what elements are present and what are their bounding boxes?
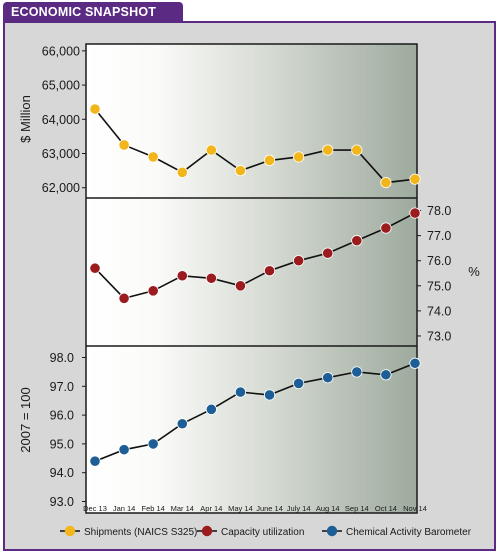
y-tick-label: 77.0 [427,229,451,243]
data-point [89,103,101,115]
data-point [176,166,188,178]
y-tick-label: 76.0 [427,254,451,268]
data-point [176,418,188,430]
data-point [322,247,334,259]
y-axis-label: 2007 = 100 [18,387,33,452]
x-tick-label: Sep 14 [345,504,369,513]
data-point [205,403,217,415]
data-point [351,235,363,247]
data-point [147,285,159,297]
data-point [89,455,101,467]
x-tick-label: Nov 14 [403,504,427,513]
x-tick-label: Oct 14 [375,504,397,513]
x-tick-label: Jan 14 [113,504,136,513]
data-point [263,389,276,401]
data-point [118,292,130,304]
data-point [234,386,247,398]
data-point [380,222,392,234]
y-tick-label: 62,000 [42,181,80,195]
data-point [409,357,421,369]
y-tick-label: 98.0 [50,351,74,365]
data-point [409,173,421,185]
data-point [351,366,363,378]
data-point [380,177,392,189]
x-tick-label: Apr 14 [200,504,222,513]
plot-area [85,43,418,514]
legend-label: Chemical Activity Barometer [346,527,472,538]
data-point [293,377,305,390]
data-point [205,144,217,156]
y-axis-label: $ Million [18,95,33,143]
y-tick-label: 93.0 [50,495,74,509]
legend-label: Capacity utilization [221,527,304,538]
x-tick-label: June 14 [256,504,283,513]
data-point [205,272,217,284]
figure-title: ECONOMIC SNAPSHOT [3,2,183,22]
y-axis-label: % [468,264,480,279]
x-tick-label: Aug 14 [316,504,340,513]
data-point [322,372,334,384]
x-tick-label: Feb 14 [142,504,165,513]
data-point [176,270,188,282]
y-tick-label: 65,000 [42,79,80,93]
data-point [147,438,159,450]
data-point [263,265,276,277]
legend-label: Shipments (NAICS S325) [84,527,197,538]
y-tick-label: 95.0 [50,437,74,451]
y-tick-label: 75.0 [427,279,451,293]
y-tick-label: 94.0 [50,466,74,480]
data-point [293,151,305,163]
y-tick-label: 66,000 [42,44,80,58]
data-point [293,255,305,267]
data-point [234,165,247,177]
y-tick-label: 63,000 [42,147,80,161]
data-point [147,151,159,163]
data-point [89,262,101,274]
legend-marker [64,525,76,537]
legend-marker [326,525,338,537]
y-tick-label: 96.0 [50,409,74,423]
data-point [380,369,392,381]
data-point [234,280,247,292]
x-tick-label: July 14 [287,504,311,513]
y-tick-label: 64,000 [42,113,80,127]
x-tick-label: Dec 13 [83,504,107,513]
data-point [409,207,421,219]
x-tick-label: Mar 14 [171,504,194,513]
y-tick-label: 78.0 [427,204,451,218]
y-tick-label: 97.0 [50,380,74,394]
data-point [118,139,130,151]
data-point [263,154,276,166]
y-tick-label: 74.0 [427,304,451,318]
data-point [118,444,130,456]
y-tick-label: 73.0 [427,329,451,343]
legend-marker [201,525,213,537]
data-point [322,144,334,156]
data-point [351,144,363,156]
x-tick-label: May 14 [228,504,253,513]
